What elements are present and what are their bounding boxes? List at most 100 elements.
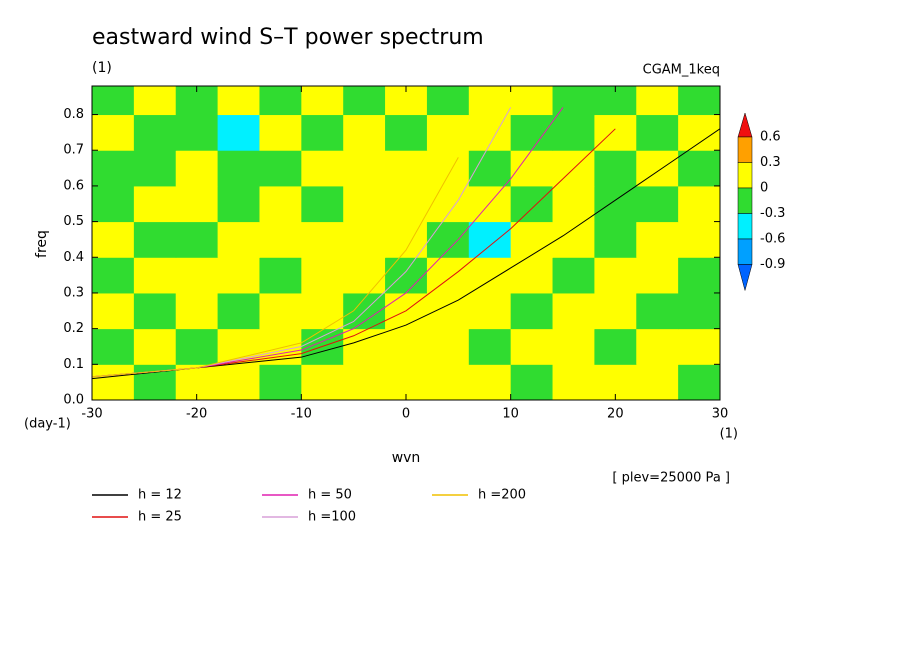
field-cell — [175, 292, 219, 330]
field-cell — [217, 150, 260, 187]
field-cell — [552, 328, 595, 365]
curves — [92, 107, 720, 380]
field-cell — [175, 257, 219, 294]
field-cell — [678, 221, 720, 258]
field-cell — [678, 114, 720, 151]
field-cell — [426, 114, 470, 151]
field-cell — [468, 185, 512, 223]
field-cell — [92, 364, 135, 400]
y-tick-label: 0.5 — [63, 214, 84, 229]
field-cell — [92, 150, 135, 187]
colorbar-label: 0 — [760, 181, 768, 196]
field-cell — [92, 221, 135, 258]
field-cell — [259, 185, 302, 223]
field-cell — [468, 150, 512, 187]
legend-label: h = 25 — [138, 510, 182, 525]
subtitle: (1) — [92, 60, 112, 76]
field-cell — [678, 257, 720, 294]
field-cell — [426, 257, 470, 294]
field-cell — [594, 221, 637, 258]
x-axis-label: wvn — [392, 450, 421, 466]
x-tick-label: 0 — [402, 407, 410, 422]
field-cell — [217, 257, 260, 294]
field-cell — [678, 150, 720, 187]
field-cell — [301, 257, 344, 294]
y-tick-label: 0.4 — [63, 250, 84, 265]
dispersion-curve — [92, 107, 564, 378]
field-cell — [426, 185, 470, 223]
colorbar-box — [737, 213, 753, 240]
field-cell — [259, 150, 302, 187]
experiment: CGAM_1keq — [643, 63, 720, 78]
field-cell — [217, 185, 260, 223]
colorbar-box — [737, 162, 753, 189]
field-cell — [594, 150, 637, 187]
field-cell — [636, 328, 679, 365]
y-tick-label: 0.3 — [63, 285, 84, 300]
field-cell — [468, 292, 512, 330]
field-cell — [301, 185, 344, 223]
field-cell — [343, 86, 386, 116]
field-cell — [259, 292, 302, 330]
field-cell — [385, 185, 428, 223]
field-cell — [678, 86, 720, 116]
y-axis-label: freq — [34, 230, 50, 258]
field-cell — [217, 364, 260, 400]
colorbar-triangle — [737, 112, 753, 138]
field-cell — [343, 114, 386, 151]
field-cell — [259, 364, 302, 400]
field-cell — [301, 292, 344, 330]
y-tick-label: 0.1 — [63, 357, 84, 372]
dispersion-curve — [92, 128, 616, 378]
field-cell — [175, 86, 219, 116]
y-tick-label: 0.7 — [63, 143, 84, 158]
field-cell — [343, 364, 386, 400]
field-cell — [92, 257, 135, 294]
field-cell — [594, 328, 637, 365]
x-tick-label: -10 — [291, 407, 312, 422]
dispersion-curve — [92, 157, 459, 378]
field-cell — [510, 114, 554, 151]
field-cell — [468, 257, 512, 294]
field-cell — [678, 364, 720, 400]
field-cell — [259, 86, 302, 116]
colorbar-label: -0.9 — [760, 257, 785, 272]
legend-label: h =200 — [478, 488, 526, 503]
field-cell — [301, 114, 344, 151]
colorbar-label: 0.6 — [760, 130, 781, 145]
field — [92, 86, 720, 400]
y-tick-label: 0.0 — [63, 393, 84, 408]
legend-label: h = 12 — [138, 488, 182, 503]
field-cell — [510, 221, 554, 258]
field-cell — [594, 292, 637, 330]
colorbar-box — [737, 187, 753, 214]
field-cell — [92, 185, 135, 223]
field-cell — [594, 114, 637, 151]
field-cell — [175, 114, 219, 151]
field-cell — [552, 221, 595, 258]
field-cell — [217, 114, 260, 151]
field-cell — [217, 221, 260, 258]
dispersion-curve — [92, 128, 720, 380]
field-cell — [510, 86, 554, 116]
field-cell — [343, 185, 386, 223]
legend-label: h =100 — [308, 510, 356, 525]
field-cell — [426, 292, 470, 330]
field-cell — [552, 292, 595, 330]
field-cell — [426, 328, 470, 365]
field-cell — [468, 86, 512, 116]
field-cell — [468, 221, 512, 258]
field-cell — [217, 292, 260, 330]
field-cell — [552, 86, 595, 116]
field-cell — [385, 150, 428, 187]
field-cell — [426, 150, 470, 187]
field-cell — [175, 185, 219, 223]
colorbar-label: -0.3 — [760, 206, 785, 221]
field-cell — [636, 364, 679, 400]
field-cell — [385, 221, 428, 258]
field-cell — [259, 221, 302, 258]
field-cell — [510, 257, 554, 294]
field-cell — [678, 328, 720, 365]
field-cell — [175, 150, 219, 187]
